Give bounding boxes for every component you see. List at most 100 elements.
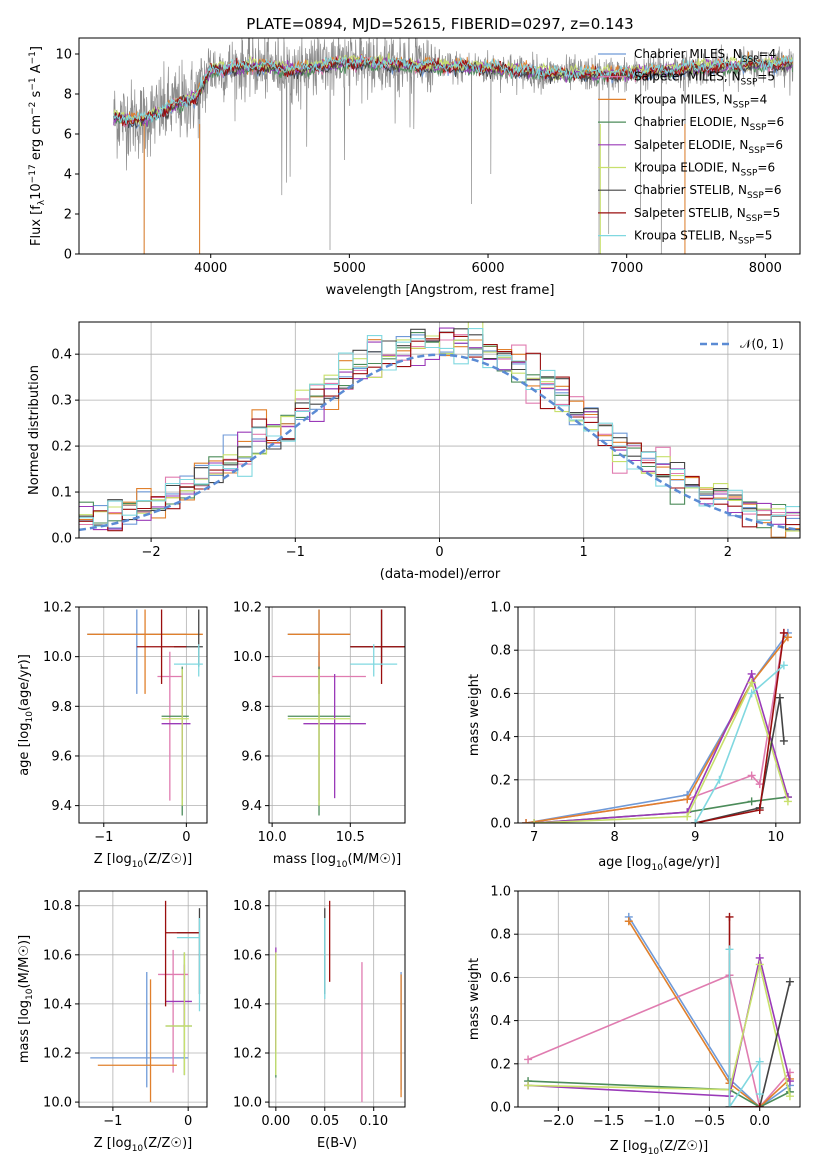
label-part: (Z/Z☉)] (143, 852, 192, 867)
spectrum-title: PLATE=0894, MJD=52615, FIBERID=0297, z=0… (246, 15, 633, 33)
y-tick-label: 0.8 (490, 928, 511, 943)
y-tick-label: 10.2 (233, 601, 262, 616)
marker-kroupa_miles (783, 633, 792, 642)
y-tick-label: 10.8 (233, 899, 262, 914)
x-tick-label: 6000 (471, 261, 504, 276)
x-tick-label: 7 (530, 830, 538, 845)
label-part: =5 (763, 206, 781, 220)
y-tick-label: 10.8 (43, 899, 72, 914)
spectrum-xlabel: wavelength [Angstrom, rest frame] (326, 283, 555, 298)
spectrum-panel: 4000 5000 6000 7000 8000 0 2 4 6 8 10 PLATE=0894, M… (28, 15, 801, 298)
y-tick-label: 1.0 (490, 885, 511, 900)
series-chabrier_elodie (528, 1080, 791, 1107)
x-tick-label: 1 (580, 545, 588, 560)
x-tick-label: 7000 (610, 261, 643, 276)
label-part: −1 (28, 77, 38, 90)
x-tick-label: 10 (768, 830, 785, 845)
label-part: 10 (25, 988, 35, 1000)
label-part: =6 (765, 138, 783, 152)
marker-kroupa_stelib (725, 945, 734, 954)
y-tick-label: 10.6 (233, 948, 262, 963)
x-tick-label: 9 (691, 830, 699, 845)
axes-frame (78, 37, 801, 255)
label-part: Flux [f (29, 205, 44, 246)
marker-salpeter_stelib (779, 628, 788, 637)
age-vs-mass-panel-xlabel: mass [log10(M/M☉)] (273, 852, 401, 870)
weight-vs-Z-panel-plot (524, 912, 794, 1107)
weight-vs-Z-panel-xlabel: Z [log10(Z/Z☉)] (610, 1139, 708, 1157)
y-tick-label: 9.8 (51, 700, 72, 715)
x-tick-label: 0.0 (749, 1114, 770, 1129)
y-tick-label: 0 (64, 248, 72, 263)
legend-label-chabrier_miles: Chabrier MILES, NSSP=4 (634, 47, 776, 65)
label-part: =4 (750, 92, 768, 106)
legend-label-kroupa_elodie: Kroupa ELODIE, NSSP=6 (634, 161, 775, 179)
label-part: SSP (741, 78, 758, 88)
label-part: (M/M☉)] (347, 852, 401, 867)
label-part: SSP (742, 55, 759, 65)
label-part: =4 (759, 47, 777, 61)
marker-kroupa_stelib (779, 661, 788, 670)
y-tick-label: 9.4 (51, 799, 72, 814)
y-tick-label: 9.6 (241, 749, 262, 764)
label-part: Chabrier ELODIE, N (634, 115, 750, 129)
y-tick-label: 10.0 (233, 1096, 262, 1111)
marker-kroupa_elodie (524, 1081, 533, 1090)
label-part: SSP (750, 123, 767, 133)
marker-salpeter_miles (747, 771, 756, 780)
legend-label-chabrier_elodie: Chabrier ELODIE, NSSP=6 (634, 115, 784, 133)
marker-kroupa_elodie (530, 819, 539, 823)
legend-label-kroupa_stelib: Kroupa STELIB, NSSP=5 (634, 229, 772, 247)
spectrum-ylabel: Flux [fλ10−17 erg cm−2 s−1 A−1] (28, 46, 47, 246)
label-part: SSP (741, 169, 758, 179)
axes-frame (517, 606, 801, 824)
label-part: 10 (336, 860, 348, 870)
axes-frame (78, 606, 208, 824)
label-part: −2 (28, 102, 38, 115)
y-tick-label: 0.6 (490, 971, 511, 986)
series-kroupa_stelib (694, 664, 785, 823)
mass-vs-ebv-panel: 0.00 0.05 0.10 10.0 10.2 10.4 10.6 10.8 E(B-V) (233, 890, 406, 1151)
y-tick-label: 0.4 (490, 730, 511, 745)
label-part: −17 (28, 164, 38, 183)
label-part: =5 (755, 229, 773, 243)
label-part: 10 (651, 863, 663, 873)
marker-kroupa_stelib (755, 1057, 764, 1066)
label-part: Chabrier STELIB, N (634, 183, 747, 197)
label-part: 10 (132, 860, 144, 870)
label-part: =5 (757, 70, 775, 84)
label-part: (Z/Z☉)] (659, 1139, 708, 1154)
label-part: =6 (766, 115, 784, 129)
histogram-kroupa_stelib (79, 328, 800, 527)
y-tick-label: 1.0 (490, 601, 511, 616)
y-tick-label: 0.8 (490, 644, 511, 659)
y-tick-label: 0.3 (51, 394, 72, 409)
y-tick-label: 0.0 (51, 532, 72, 547)
y-tick-label: 10.0 (43, 1096, 72, 1111)
label-part: −1 (28, 51, 38, 64)
series-salpeter_miles (527, 974, 791, 1107)
y-tick-label: 0.1 (51, 486, 72, 501)
x-tick-label: 10.0 (258, 830, 287, 845)
label-part: mass [log (17, 1000, 32, 1063)
marker-chabrier_stelib (779, 736, 788, 745)
age-vs-mass-panel-plot (272, 609, 405, 816)
x-tick-label: 8000 (749, 261, 782, 276)
marker-salpeter_stelib (725, 912, 734, 921)
marker-kroupa_stelib (725, 1103, 734, 1107)
marker-kroupa_stelib (691, 819, 700, 823)
spectrum-plot (113, 38, 794, 254)
y-tick-label: 10.0 (233, 650, 262, 665)
x-tick-label: 5000 (333, 261, 366, 276)
y-tick-label: 10 (55, 48, 72, 63)
x-tick-label: −0.5 (694, 1114, 726, 1129)
label-part: =6 (757, 161, 775, 175)
age-vs-Z-panel-ylabel: age [log10(age/yr)] (17, 654, 35, 776)
label-part: age [log (17, 723, 32, 776)
marker-salpeter_stelib (755, 806, 764, 815)
histogram-kroupa_elodie (79, 322, 800, 532)
label-part: A (29, 64, 44, 77)
